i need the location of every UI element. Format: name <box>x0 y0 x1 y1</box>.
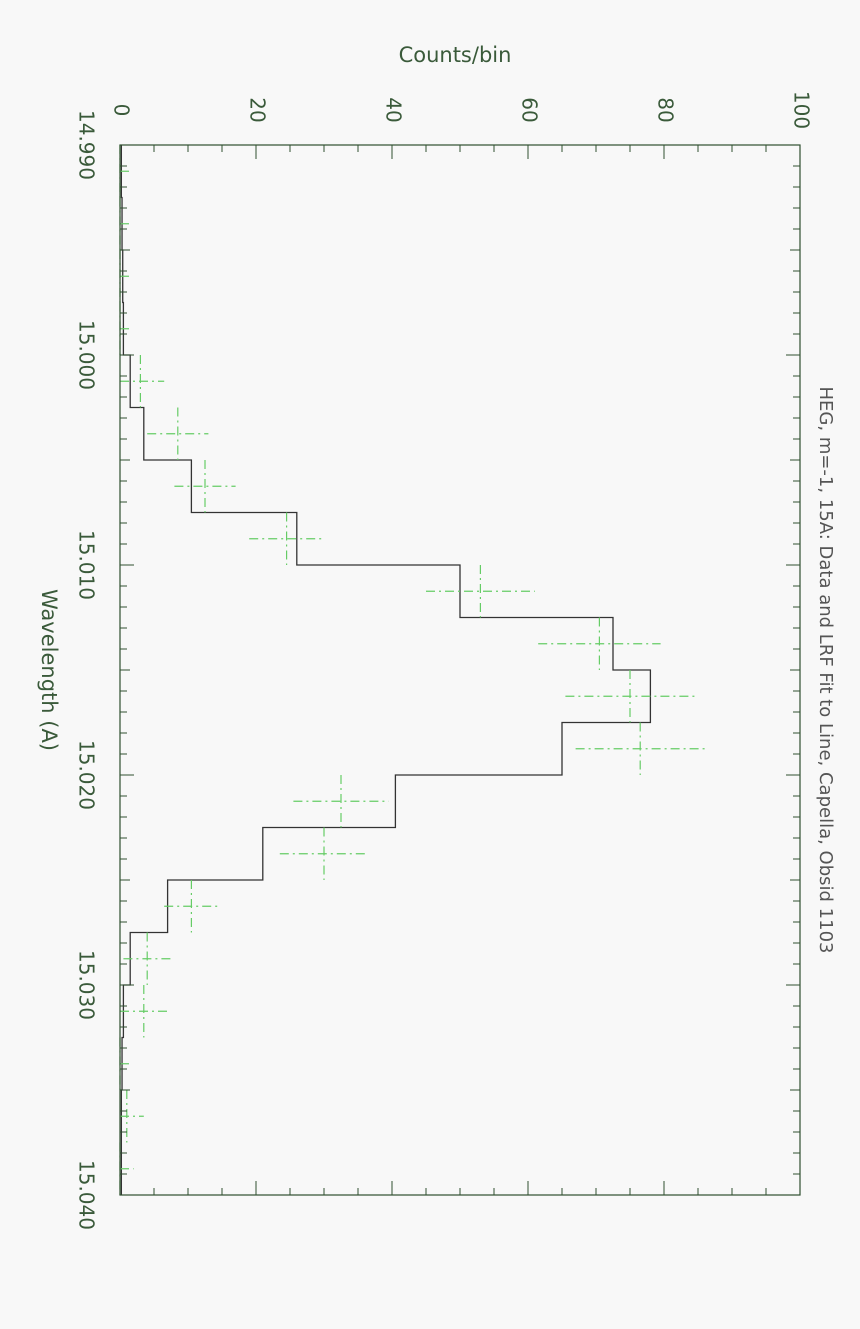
data-point <box>293 775 389 828</box>
data-point <box>426 565 535 618</box>
data-point <box>164 880 219 933</box>
y-tick-label: 40 <box>382 97 406 122</box>
x-tick-label: 15.030 <box>75 950 99 1020</box>
data-point <box>120 355 165 408</box>
y-tick-label: 20 <box>246 97 270 122</box>
x-tick-label: 15.020 <box>75 740 99 810</box>
data-point <box>575 722 705 775</box>
data-point <box>123 932 171 985</box>
data-point <box>174 460 236 513</box>
x-axis-title: Wavelength (A) <box>37 589 61 751</box>
y-tick-label: 0 <box>110 104 134 117</box>
data-point <box>565 670 695 723</box>
data-point <box>249 512 324 565</box>
y-axis-title: Counts/bin <box>399 43 512 67</box>
data-point <box>147 407 209 460</box>
x-tick-label: 15.000 <box>75 320 99 390</box>
y-tick-label: 60 <box>518 97 542 122</box>
x-tick-label: 15.010 <box>75 530 99 600</box>
y-tick-label: 80 <box>654 97 678 122</box>
data-point <box>120 1090 144 1143</box>
data-point <box>279 827 369 880</box>
data-point <box>538 617 661 670</box>
y-tick-label: 100 <box>790 91 814 129</box>
axes <box>119 144 801 1196</box>
x-tick-label: 14.990 <box>75 110 99 180</box>
labels: 0 20 40 60 80 100 14.990 15.000 15.010 15.020 15.0… <box>75 91 814 1230</box>
x-tick-label: 15.040 <box>75 1160 99 1230</box>
data-point <box>120 985 168 1038</box>
chart-title: HEG, m=-1, 15A: Data and LRF Fit to Line… <box>815 387 836 954</box>
